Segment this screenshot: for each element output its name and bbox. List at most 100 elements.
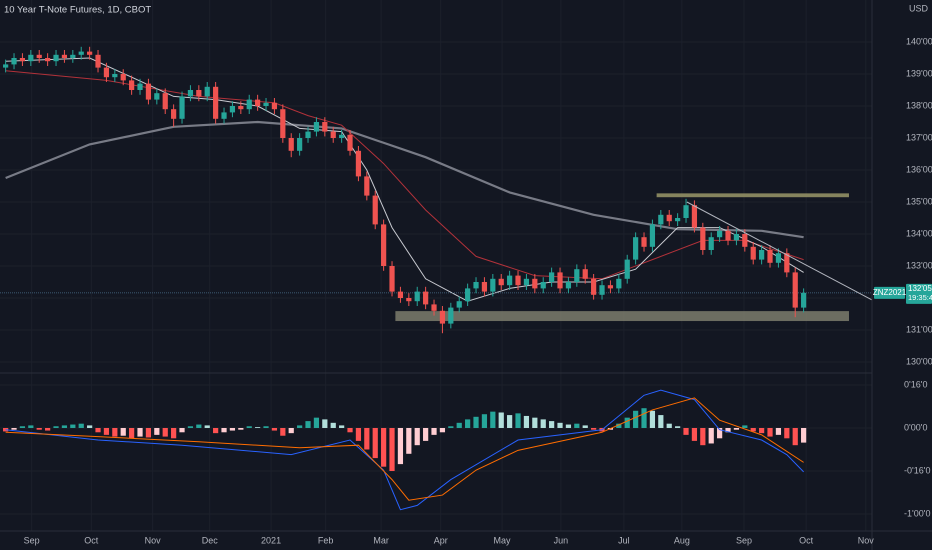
macd-histogram-bar — [532, 417, 538, 428]
macd-histogram-bar — [137, 427, 143, 437]
macd-histogram-bar — [120, 427, 126, 436]
macd-histogram-bar — [792, 427, 798, 446]
candle-body — [78, 51, 84, 55]
candle-body — [103, 67, 110, 78]
y-tick-label: 139'00 — [906, 68, 932, 78]
x-tick-label: Aug — [674, 535, 690, 545]
macd-histogram-bar — [145, 427, 152, 438]
macd-histogram-bar — [725, 427, 731, 433]
candle-body — [532, 278, 538, 289]
candle-body — [297, 138, 303, 151]
candle-body — [171, 109, 177, 119]
candle-body — [473, 282, 479, 289]
macd-histogram-bar — [162, 427, 168, 437]
macd-histogram-bar — [616, 423, 622, 428]
price-zone — [656, 193, 849, 198]
candle-body — [28, 54, 34, 62]
macd-histogram-bar — [507, 415, 513, 428]
macd-histogram-bar — [801, 427, 807, 443]
candle-body — [431, 304, 437, 311]
candle-body — [3, 64, 9, 68]
macd-histogram-bar — [557, 422, 563, 428]
candle-body — [792, 272, 798, 308]
candle-body — [624, 259, 630, 279]
candle-body — [649, 224, 656, 247]
macd-histogram-bar — [179, 427, 185, 433]
x-tick-label: Oct — [799, 535, 814, 545]
macd-histogram-bar — [633, 410, 639, 428]
countdown-label: 19:35:44 — [908, 293, 932, 302]
chart-title: 10 Year T-Note Futures, 1D, CBOT — [4, 5, 151, 16]
candle-body — [397, 291, 404, 298]
candle-body — [742, 234, 748, 247]
macd-histogram-bar — [364, 427, 370, 450]
candle-body — [196, 90, 202, 97]
macd-histogram-bar — [481, 414, 488, 428]
macd-histogram-bar — [45, 427, 51, 431]
candle-body — [112, 74, 118, 78]
candle-body — [364, 176, 370, 196]
macd-histogram-bar — [330, 422, 336, 428]
macd-tick-label: -1'00'0 — [904, 508, 930, 518]
macd-histogram-bar — [750, 427, 756, 432]
x-tick-label: Feb — [318, 535, 334, 545]
y-tick-label: 136'00 — [906, 164, 932, 174]
macd-histogram-bar — [717, 427, 723, 439]
candle-body — [95, 54, 101, 68]
candle-body — [448, 307, 454, 324]
candle-body — [599, 285, 605, 295]
macd-histogram-bar — [574, 423, 580, 428]
candle-body — [423, 291, 429, 305]
candle-body — [456, 301, 462, 308]
candle-body — [36, 54, 42, 58]
candle-body — [733, 234, 740, 241]
macd-histogram-bar — [691, 427, 698, 441]
candle-body — [616, 278, 622, 289]
macd-histogram-bar — [129, 427, 135, 439]
macd-histogram-bar — [624, 417, 630, 428]
candle-body — [53, 54, 59, 62]
candle-body — [313, 122, 320, 132]
macd-histogram-bar — [204, 425, 210, 428]
macd-histogram-bar — [490, 411, 496, 428]
macd-histogram-bar — [649, 410, 656, 428]
candle-body — [120, 74, 126, 81]
x-tick-label: Nov — [858, 535, 875, 545]
macd-tick-label: 0'00'0 — [904, 422, 927, 432]
macd-histogram-bar — [465, 419, 471, 428]
price-box — [906, 283, 932, 304]
candle-body — [179, 96, 185, 119]
candle-body — [641, 237, 647, 247]
macd-histogram-bar — [229, 427, 236, 431]
candle-body — [750, 246, 756, 260]
y-tick-label: 134'00 — [906, 228, 932, 238]
candle-body — [255, 99, 261, 106]
candle-body — [490, 278, 496, 292]
macd-histogram-bar — [238, 427, 244, 430]
candle-body — [347, 134, 353, 151]
macd-histogram-bar — [255, 427, 261, 428]
candle-body — [465, 288, 471, 302]
candle-body — [271, 102, 278, 110]
x-tick-label: Mar — [373, 535, 389, 545]
macd-histogram-bar — [582, 425, 588, 428]
y-tick-label: 130'00 — [906, 356, 932, 366]
candle-body — [61, 54, 68, 58]
candle-body — [784, 253, 790, 273]
x-tick-label: Dec — [202, 535, 219, 545]
macd-histogram-bar — [196, 424, 202, 428]
candle-body — [145, 83, 152, 100]
macd-histogram-bar — [591, 427, 597, 430]
macd-histogram-bar — [3, 427, 9, 432]
candle-body — [717, 230, 723, 238]
macd-histogram-bar — [53, 426, 59, 428]
macd-tick-label: -0'16'0 — [904, 465, 930, 475]
candle-body — [801, 292, 807, 308]
candle-body — [666, 214, 672, 222]
macd-histogram-bar — [61, 425, 68, 428]
candle-body — [759, 250, 765, 260]
candle-body — [767, 250, 773, 263]
macd-histogram-bar — [70, 424, 76, 428]
candle-body — [137, 83, 143, 90]
